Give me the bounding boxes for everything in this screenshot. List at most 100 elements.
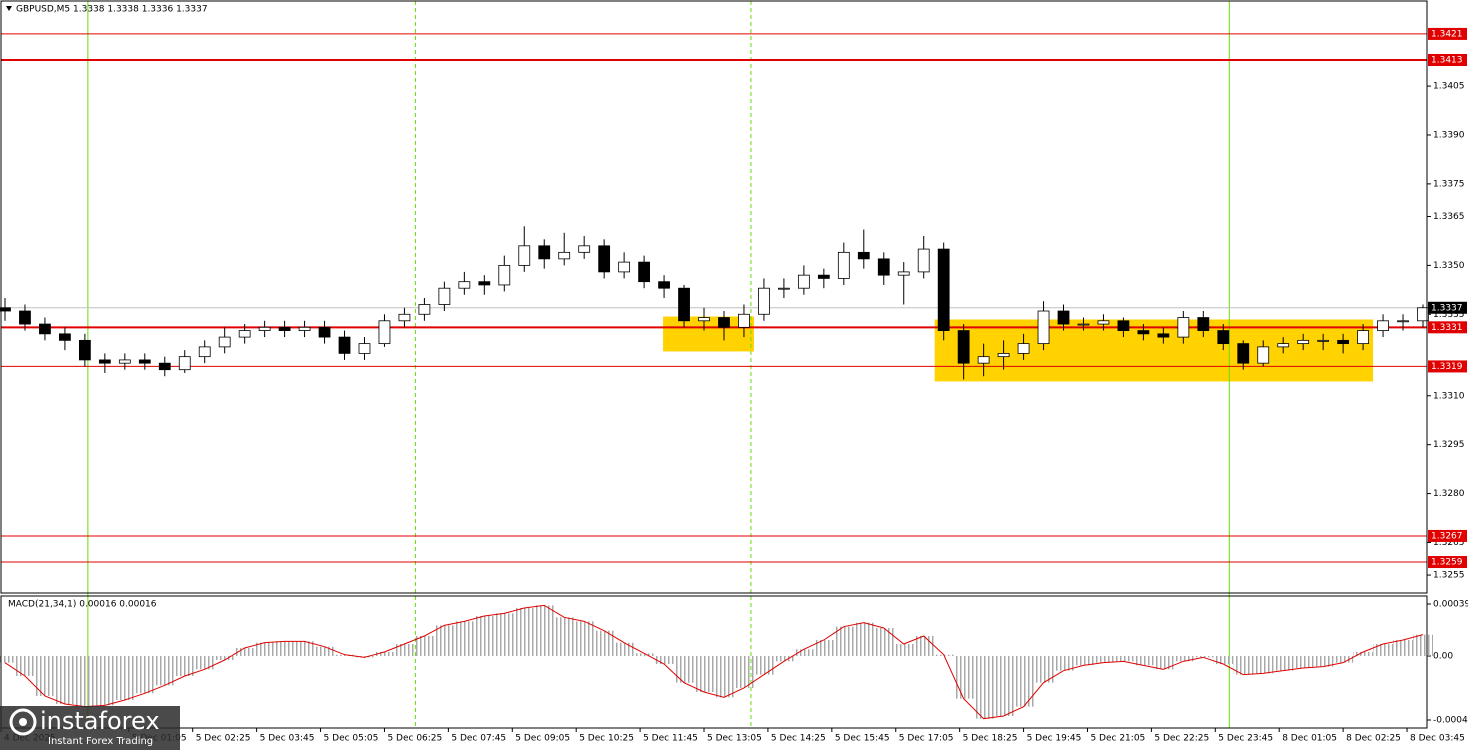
level-label-bg [1428, 27, 1467, 40]
macd-bar [74, 656, 95, 707]
macd-signal [4, 604, 1424, 720]
macd-bar [374, 652, 395, 656]
candle-body [59, 333, 71, 341]
candle-body [39, 323, 51, 335]
macd-bar [574, 621, 595, 656]
macd-bar [753, 656, 774, 675]
x-tick-label: 5 Dec 19:45 [1027, 734, 1082, 744]
main-frame [0, 0, 1428, 594]
macd-bar [314, 646, 335, 656]
x-tick-label: 5 Dec 15:45 [835, 734, 890, 744]
level-label-bg [1428, 529, 1467, 542]
y-tick-label: 1.3255 [1433, 571, 1465, 581]
candle-body [1177, 317, 1190, 338]
candle-body [618, 261, 631, 273]
candle-body [98, 359, 111, 364]
watermark: instaforex Instant Forex Trading [0, 706, 180, 750]
candle-body [398, 313, 411, 322]
y-tick-label: 1.3365 [1433, 212, 1465, 222]
x-tick-label: 5 Dec 18:25 [963, 734, 1018, 744]
x-tick-label: 8 Dec 01:05 [1282, 734, 1337, 744]
menu-arrow [6, 6, 12, 11]
macd-bar [1033, 656, 1054, 683]
x-tick-label: 5 Dec 02:25 [196, 734, 251, 744]
candle-body [298, 326, 311, 331]
candle-body [478, 281, 491, 286]
candle-body [318, 326, 331, 338]
x-tick-label: 5 Dec 10:25 [579, 734, 634, 744]
candle-body [678, 287, 690, 322]
level-label-bg [1428, 54, 1467, 67]
candle-body [1197, 317, 1210, 331]
candle-body [1397, 320, 1409, 323]
macd-bar [274, 641, 295, 656]
macd-bar [154, 656, 175, 686]
macd-bar [1213, 656, 1234, 664]
y-tick-label: 1.3280 [1433, 489, 1465, 499]
candle-body [1377, 320, 1389, 331]
macd-bar [294, 641, 315, 656]
macd-bar [893, 644, 914, 656]
y-tick-label: 1.3350 [1433, 261, 1465, 271]
macd-bar [434, 625, 455, 656]
macd-bar [194, 656, 215, 670]
macd-bar [534, 605, 555, 656]
candle-body [418, 304, 431, 315]
level-label-bg [1428, 321, 1467, 334]
candle-body [1257, 346, 1270, 364]
x-tick-label: 5 Dec 22:25 [1154, 734, 1209, 744]
candle-body [378, 320, 391, 345]
candle-body [1057, 310, 1070, 325]
candle-body [1277, 343, 1290, 348]
candle-body [1157, 333, 1170, 338]
x-tick-label: 5 Dec 13:05 [707, 734, 762, 744]
macd-bar [614, 642, 635, 656]
macd-bar [1353, 652, 1374, 656]
candle-body [138, 359, 151, 364]
candle-body [877, 258, 890, 276]
logo-tagline: Instant Forex Trading [48, 736, 153, 747]
candle-body [1037, 310, 1050, 345]
y-tick-label: 1.3390 [1433, 130, 1465, 140]
symbol-title: GBPUSD,M5 1.3338 1.3338 1.3336 1.3337 [16, 5, 208, 15]
candle-body [997, 352, 1010, 358]
macd-bar [474, 616, 495, 656]
macd-bar [1413, 634, 1433, 656]
macd-bar [134, 656, 155, 694]
candle-body [1357, 330, 1369, 345]
macd-bar [14, 656, 35, 676]
macd-bar [514, 608, 535, 656]
x-tick-label: 5 Dec 05:05 [324, 734, 379, 744]
y-tick-label: 0.00039 [1433, 600, 1468, 610]
y-tick-label: 1.3295 [1433, 440, 1465, 450]
level-label: 1.3319 [1431, 362, 1463, 372]
candle-body [957, 330, 970, 364]
macd-bar [254, 642, 275, 656]
macd-bar [214, 656, 235, 660]
candle-body [578, 245, 591, 253]
candle-body [118, 359, 131, 364]
macd-bar [813, 640, 834, 656]
macd-bar [1253, 656, 1274, 674]
candle-body [338, 336, 351, 354]
candle-body [758, 287, 770, 315]
candle-body [658, 281, 670, 289]
candle-body [1317, 339, 1330, 342]
candle-body [178, 356, 191, 371]
macd-bar [1273, 656, 1294, 671]
macd-bar [993, 656, 1014, 716]
macd-bar [1113, 656, 1134, 662]
y-tick-label: 1.3335 [1433, 310, 1465, 320]
candle-body [1017, 343, 1030, 354]
macd-bar [1153, 656, 1174, 670]
macd-bar [114, 656, 135, 700]
logo-brand: instaforex [40, 707, 160, 735]
candle-body [19, 310, 31, 325]
macd-bar [873, 628, 894, 656]
candle-body [498, 264, 511, 286]
macd-bar [334, 654, 355, 656]
macd-bar [1313, 656, 1334, 667]
macd-bar [1233, 656, 1254, 675]
level-label: 1.3259 [1431, 558, 1463, 568]
